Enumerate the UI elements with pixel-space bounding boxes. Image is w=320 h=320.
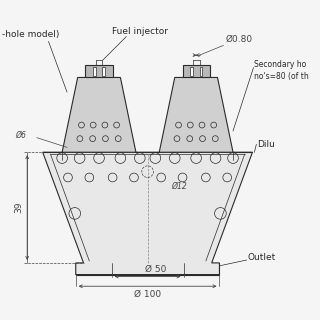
Bar [93,67,96,76]
Text: Outlet: Outlet [248,252,276,261]
Text: Fuel injector: Fuel injector [112,27,168,36]
Text: 39: 39 [14,202,23,213]
Text: Secondary ho
no's=80 (of th: Secondary ho no's=80 (of th [254,60,309,81]
Polygon shape [159,77,233,152]
Text: Ø12: Ø12 [171,181,187,190]
Bar [102,67,105,76]
Bar [200,67,203,76]
Bar [190,67,193,76]
Text: Dilu: Dilu [257,140,275,149]
Polygon shape [43,152,252,275]
Text: Ø 100: Ø 100 [134,290,161,299]
Text: Ø0.80: Ø0.80 [225,35,252,44]
Bar [85,65,113,77]
Bar [182,65,210,77]
Polygon shape [76,263,220,275]
Text: Ø 50: Ø 50 [145,265,166,274]
Polygon shape [62,77,136,152]
Text: Ø6: Ø6 [16,131,27,140]
Text: -hole model): -hole model) [2,30,59,39]
